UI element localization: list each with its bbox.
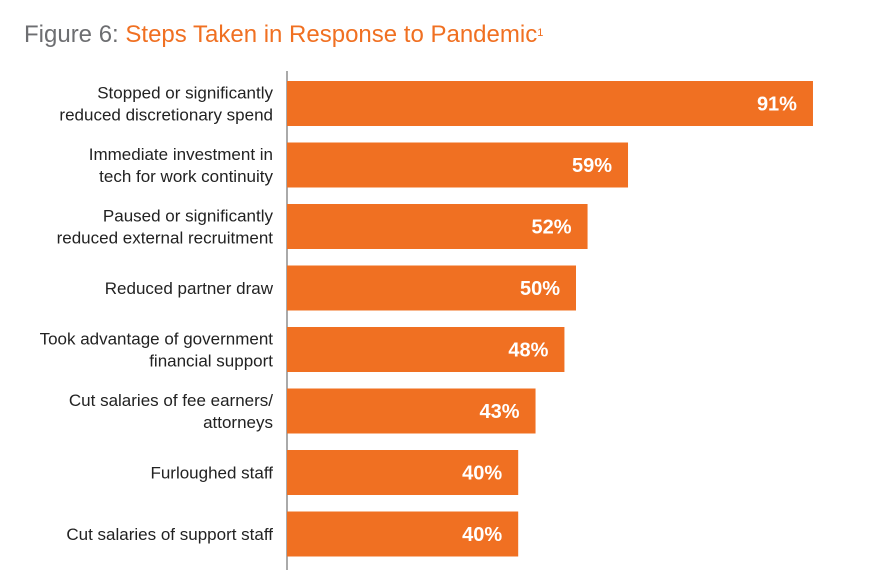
bar-value-label: 43% (480, 401, 520, 423)
figure-number: Figure 6: (24, 21, 126, 48)
bar-value-label: 50% (520, 278, 560, 300)
chart-title-text: Steps Taken in Response to Pandemic (125, 21, 538, 48)
bar (287, 81, 813, 126)
category-label: Cut salaries of fee earners/ (69, 391, 273, 410)
bar (287, 388, 536, 434)
bar-value-label: 40% (462, 524, 502, 546)
bar-value-label: 91% (757, 94, 797, 116)
category-label: tech for work continuity (99, 167, 273, 186)
bar (287, 265, 576, 311)
bar-value-label: 40% (462, 463, 502, 485)
bar (287, 327, 565, 372)
category-label: Paused or significantly (103, 207, 274, 226)
category-label: Stopped or significantly (97, 84, 273, 103)
category-label: attorneys (203, 413, 273, 432)
category-label: Reduced partner draw (105, 279, 274, 298)
category-label: Immediate investment in (89, 145, 273, 164)
category-label: Furloughed staff (150, 464, 273, 483)
category-label: financial support (149, 352, 273, 371)
title-footnote-marker: 1 (537, 27, 544, 39)
bar (287, 450, 519, 495)
chart-title: Figure 6: Steps Taken in Response to Pan… (24, 20, 543, 50)
bar-value-label: 48% (508, 340, 548, 362)
bar-value-label: 52% (532, 217, 572, 239)
bar (287, 204, 588, 249)
category-label: reduced external recruitment (57, 229, 274, 248)
bar-value-label: 59% (572, 155, 612, 177)
bar (287, 142, 629, 188)
category-label: Took advantage of government (40, 330, 274, 349)
category-label: Cut salaries of support staff (66, 525, 273, 544)
category-label: reduced discretionary spend (59, 106, 273, 125)
bar (287, 511, 519, 557)
